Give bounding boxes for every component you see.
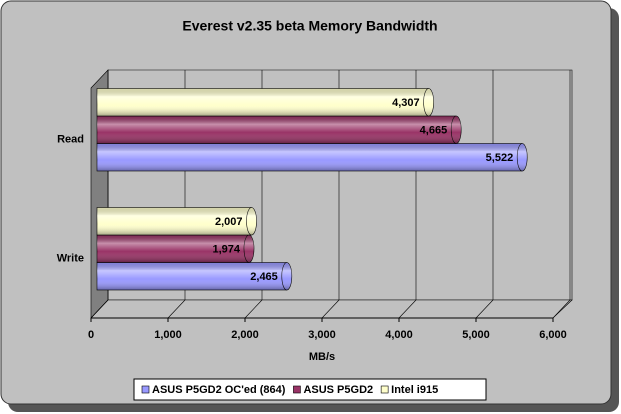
x-tick-label: 1,000 xyxy=(154,329,182,341)
legend-swatch xyxy=(380,385,389,394)
y-tick-label: Write xyxy=(57,252,84,264)
bar-cap-shading xyxy=(517,143,528,171)
bar-shading xyxy=(97,116,457,144)
bar-cap-shading xyxy=(451,116,462,144)
value-label: 2,007 xyxy=(215,216,243,228)
floor xyxy=(90,299,573,319)
bar-shading xyxy=(97,235,249,263)
value-label: 5,522 xyxy=(486,152,514,164)
value-label: 1,974 xyxy=(212,244,240,256)
y-tick-label: Read xyxy=(57,133,84,145)
x-tick-label: 6,000 xyxy=(539,329,567,341)
bar-cap-shading xyxy=(423,88,434,116)
floor-grid-line xyxy=(90,299,109,319)
x-axis-title: MB/s xyxy=(309,351,335,363)
floor-grid-line xyxy=(321,299,340,319)
legend-swatch xyxy=(141,385,150,394)
floor-grid-line xyxy=(475,299,494,319)
x-tick-label: 0 xyxy=(88,329,94,341)
bar-cap-shading xyxy=(246,207,257,235)
legend-label: ASUS P5GD2 OC'ed (864) xyxy=(152,384,286,396)
bar-shading xyxy=(97,262,287,290)
bar-shading xyxy=(97,207,252,235)
floor-grid-line xyxy=(167,299,186,319)
legend-label: ASUS P5GD2 xyxy=(303,384,373,396)
bar-cap-shading xyxy=(243,235,254,263)
floor-grid-line xyxy=(552,299,571,319)
bar-shading xyxy=(97,88,429,116)
bar-cap-shading xyxy=(281,262,292,290)
value-label: 4,665 xyxy=(420,125,448,137)
value-label: 4,307 xyxy=(392,97,420,109)
legend-label: Intel i915 xyxy=(391,384,438,396)
legend-swatch xyxy=(293,385,301,394)
bar-shading xyxy=(97,143,523,171)
floor-grid-line xyxy=(398,299,417,319)
x-tick-label: 2,000 xyxy=(231,329,259,341)
x-tick-label: 3,000 xyxy=(308,329,336,341)
value-label: 2,465 xyxy=(250,271,278,283)
legend-box xyxy=(133,378,487,401)
x-tick-label: 4,000 xyxy=(385,329,413,341)
chart-title: Everest v2.35 beta Memory Bandwidth xyxy=(182,18,437,34)
x-tick-label: 5,000 xyxy=(462,329,490,341)
floor-grid-line xyxy=(244,299,263,319)
